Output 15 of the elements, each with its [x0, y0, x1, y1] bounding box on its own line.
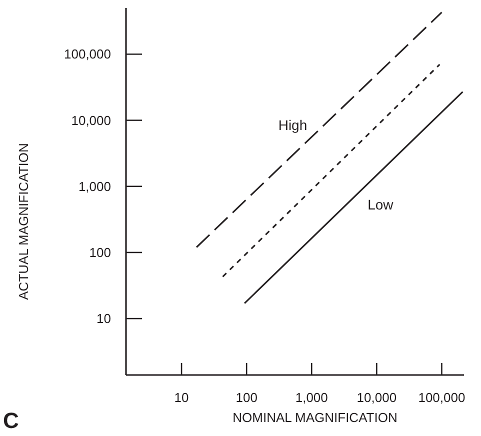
x-tick-label: 10,000	[356, 390, 397, 405]
y-tick-label: 10,000	[71, 112, 111, 128]
x-axis-title: NOMINAL MAGNIFICATION	[232, 410, 398, 425]
text: C	[3, 408, 19, 433]
x-tick-label: 10	[174, 390, 189, 405]
y-tick-label: 10	[96, 311, 111, 326]
y-tick-label: 100	[89, 245, 111, 260]
y-axis-title: ACTUAL MAGNIFICATION	[16, 143, 31, 300]
y-tick-label: 100,000	[64, 46, 111, 62]
series-label: Low	[368, 196, 394, 213]
x-tick-label: 1,000	[295, 390, 328, 405]
series-label: High	[278, 116, 308, 133]
x-tick-label: 100,000	[418, 390, 466, 405]
y-tick-label: 1,000	[78, 178, 111, 194]
x-tick-label: 100	[236, 390, 258, 405]
